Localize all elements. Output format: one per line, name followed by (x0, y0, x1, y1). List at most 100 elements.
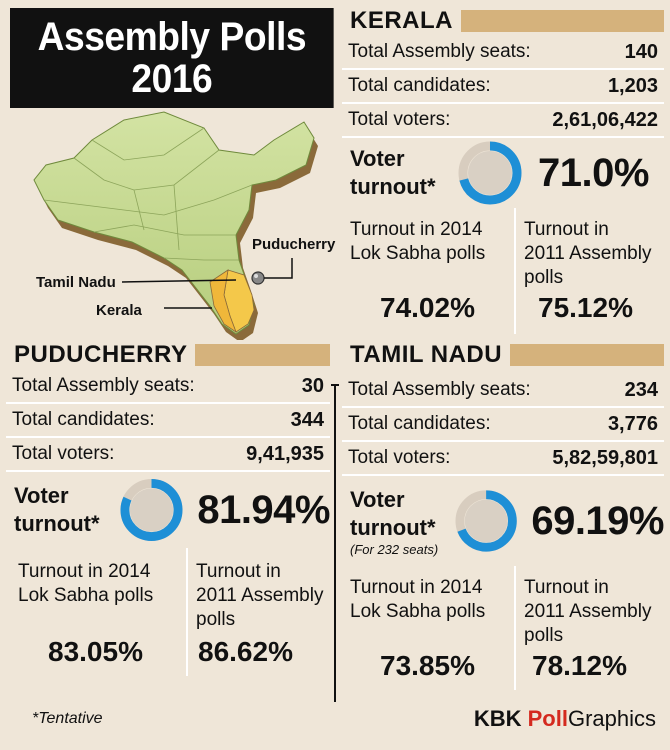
assembly-label-line1: Turnout in (196, 561, 281, 582)
kerala-title: KERALA (342, 6, 461, 36)
lok-label-line1: Turnout in 2014 (350, 219, 483, 240)
india-map (33, 111, 318, 340)
lok-label-line2: Lok Sabha polls (18, 585, 154, 606)
puducherry-section: PUDUCHERRY Total Assembly seats: 30 Tota… (6, 340, 330, 676)
tamil-nadu-lok-value: 73.85% (380, 650, 475, 681)
candidates-label: Total candidates: (348, 413, 491, 434)
puducherry-candidates-value: 344 (290, 408, 324, 431)
kerala-region (209, 269, 237, 334)
kerala-turnout-ring (458, 141, 522, 205)
puducherry-voters-value: 9,41,935 (246, 442, 324, 465)
voters-label: Total voters: (348, 447, 451, 468)
turnout-label: turnout* (350, 174, 436, 199)
voters-label: Total voters: (12, 443, 115, 464)
credit-poll: Poll (527, 706, 568, 731)
page-title: Assembly Polls 2016 (10, 8, 334, 108)
kerala-voters-value: 2,61,06,422 (552, 108, 658, 131)
kerala-history: Turnout in 2014 Lok Sabha polls 74.02% T… (342, 208, 664, 334)
turnout-label: turnout* (350, 514, 436, 540)
kerala-voters-row: Total voters: 2,61,06,422 (342, 104, 664, 138)
map-label-kerala: Kerala (96, 302, 142, 319)
kerala-assembly-value: 75.12% (538, 292, 633, 323)
voters-label: Total voters: (348, 109, 451, 130)
seats-label: Total Assembly seats: (348, 379, 531, 400)
puducherry-history: Turnout in 2014 Lok Sabha polls 83.05% T… (6, 548, 330, 676)
tamil-nadu-turnout-ring (455, 490, 517, 552)
tamil-nadu-turnout-value: 69.19% (531, 498, 664, 543)
title-line-1: Assembly Polls (37, 15, 307, 59)
puducherry-assembly-value: 86.62% (198, 636, 293, 667)
puducherry-candidates-row: Total candidates: 344 (6, 404, 330, 438)
puducherry-lok-value: 83.05% (48, 636, 143, 667)
assembly-label-line3: polls (524, 267, 564, 288)
kerala-candidates-value: 1,203 (607, 74, 658, 97)
puducherry-header: PUDUCHERRY (6, 340, 330, 370)
column-divider-line (334, 384, 336, 702)
map-label-puducherry: Puducherry (252, 236, 336, 253)
kerala-seats-value: 140 (624, 40, 658, 63)
tamil-nadu-header: TAMIL NADU (342, 340, 664, 370)
india-land (33, 111, 315, 335)
candidates-label: Total candidates: (12, 409, 155, 430)
seats-label: Total Assembly seats: (348, 41, 531, 62)
tamil-nadu-seats-value: 234 (624, 378, 658, 401)
puducherry-turnout-value: 81.94% (197, 487, 330, 532)
tamil-nadu-turnout-note: (For 232 seats) (350, 541, 439, 557)
ring-center (464, 499, 508, 543)
voter-label: Voter (350, 486, 405, 512)
tamil-nadu-title: TAMIL NADU (342, 340, 511, 370)
credit-kbk: KBK (473, 706, 528, 731)
kerala-candidates-row: Total candidates: 1,203 (342, 70, 664, 104)
map-label-tamil-nadu: Tamil Nadu (36, 274, 116, 291)
lok-label-line2: Lok Sabha polls (350, 601, 486, 622)
assembly-label-line1: Turnout in (524, 577, 609, 598)
kerala-header-bar (461, 10, 664, 32)
credit-logo: KBK PollGraphics (474, 706, 656, 732)
lok-label-line1: Turnout in 2014 (18, 561, 151, 582)
assembly-label-line2: 2011 Assembly (524, 601, 652, 622)
puducherry-turnout-ring (120, 478, 183, 542)
puducherry-seats-row: Total Assembly seats: 30 (6, 370, 330, 404)
assembly-label-line1: Turnout in (524, 219, 609, 240)
puducherry-history-divider (186, 548, 188, 676)
tamil-nadu-history: Turnout in 2014 Lok Sabha polls 73.85% T… (342, 566, 664, 690)
kerala-lok-value: 74.02% (380, 292, 475, 323)
puducherry-turnout-block: Voter turnout* 81.94% (6, 472, 330, 548)
voter-label: Voter (350, 146, 405, 171)
assembly-label-line2: 2011 Assembly (524, 243, 652, 264)
ring-fill (455, 490, 517, 552)
credit-graphics: Graphics (567, 706, 656, 731)
tamil-nadu-header-bar (510, 344, 664, 366)
assembly-label-line3: polls (524, 625, 564, 646)
kerala-header: KERALA (342, 6, 664, 36)
kerala-seats-row: Total Assembly seats: 140 (342, 36, 664, 70)
tamil-nadu-history-divider (514, 566, 516, 690)
puducherry-title: PUDUCHERRY (6, 340, 196, 370)
candidates-label: Total candidates: (348, 75, 491, 96)
title-line-2: 2016 (131, 57, 213, 101)
kerala-section: KERALA Total Assembly seats: 140 Total c… (342, 6, 664, 334)
assembly-label-line3: polls (196, 609, 236, 630)
tamil-nadu-voters-value: 5,82,59,801 (552, 446, 658, 469)
voter-label: Voter (14, 483, 69, 508)
tamil-nadu-section: TAMIL NADU Total Assembly seats: 234 Tot… (342, 340, 664, 690)
puducherry-seats-value: 30 (301, 374, 324, 397)
column-divider-cap (331, 384, 339, 386)
ring-center (130, 488, 174, 532)
kerala-turnout-value: 71.0% (538, 150, 649, 195)
kerala-turnout-block: Voter turnout* 71.0% (342, 138, 664, 208)
kerala-history-divider (514, 208, 516, 334)
tamil-nadu-seats-row: Total Assembly seats: 234 (342, 374, 664, 408)
tamil-nadu-voters-row: Total voters: 5,82,59,801 (342, 442, 664, 476)
lok-label-line2: Lok Sabha polls (350, 243, 486, 264)
footnote-tentative: *Tentative (32, 710, 103, 727)
puducherry-voters-row: Total voters: 9,41,935 (6, 438, 330, 472)
ring-fill (458, 141, 522, 205)
tamil-nadu-candidates-value: 3,776 (607, 412, 658, 435)
lok-label-line1: Turnout in 2014 (350, 577, 483, 598)
tamil-nadu-turnout-block: Voter turnout* (For 232 seats) 69.19% (342, 476, 664, 566)
puducherry-marker (251, 271, 265, 285)
tamil-nadu-assembly-value: 78.12% (532, 650, 627, 681)
ring-center (468, 151, 512, 195)
tamil-nadu-candidates-row: Total candidates: 3,776 (342, 408, 664, 442)
